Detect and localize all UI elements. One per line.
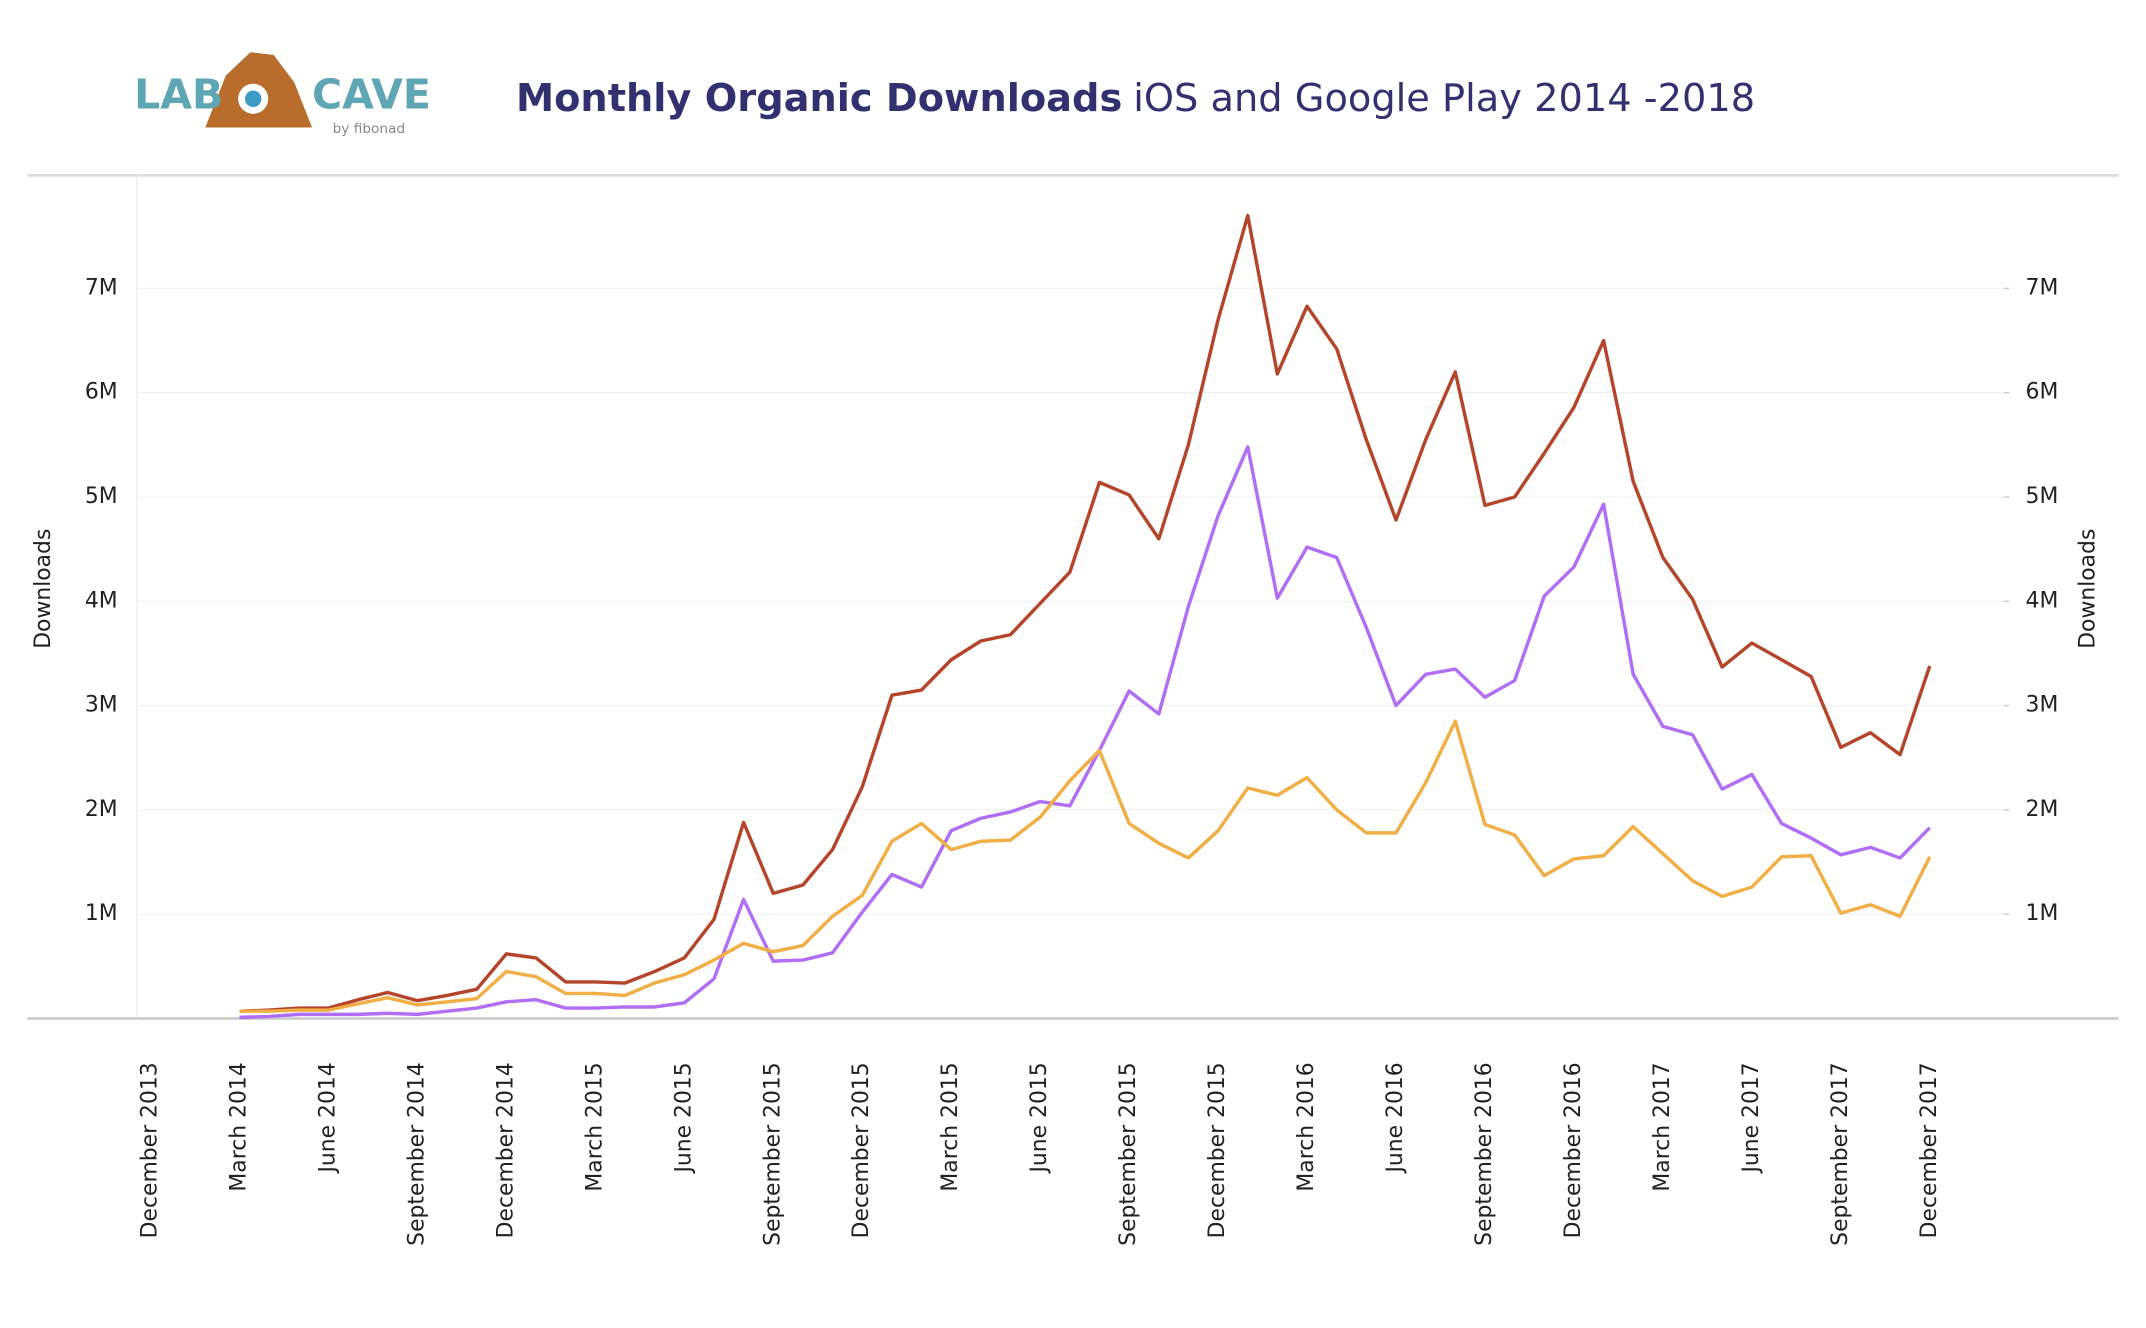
y2-tick-label: 4M bbox=[2026, 588, 2059, 613]
x-tick-label: December 2014 bbox=[493, 1062, 518, 1238]
x-tick-label: June 2015 bbox=[671, 1062, 696, 1174]
y2-axis-label: Downloads bbox=[2076, 529, 2101, 649]
x-tick-label: March 2014 bbox=[227, 1062, 252, 1191]
series-line bbox=[239, 719, 1932, 1013]
logo-pupil bbox=[244, 90, 262, 107]
x-tick-label: December 2015 bbox=[849, 1062, 874, 1238]
y-tick-label: 7M bbox=[85, 275, 118, 300]
y-tick-label: 4M bbox=[85, 588, 118, 613]
x-tick-label: June 2017 bbox=[1739, 1062, 1764, 1174]
y2-tick-label: 3M bbox=[2026, 693, 2059, 718]
y-tick-label: 5M bbox=[85, 484, 118, 509]
y2-tick-label: 7M bbox=[2026, 275, 2059, 300]
chart-title: Monthly Organic Downloads iOS and Google … bbox=[516, 76, 1755, 121]
logo-tagline: by fibonad bbox=[333, 121, 406, 137]
x-tick-label: September 2015 bbox=[760, 1062, 785, 1246]
y2-tick-label: 5M bbox=[2026, 484, 2059, 509]
x-tick-label: September 2014 bbox=[404, 1062, 429, 1246]
y-tick-label: 6M bbox=[85, 380, 118, 405]
x-tick-label: June 2016 bbox=[1383, 1062, 1408, 1174]
x-tick-label: December 2013 bbox=[138, 1062, 163, 1238]
logo-text: LAB bbox=[134, 70, 223, 118]
x-tick-label: September 2016 bbox=[1472, 1062, 1497, 1246]
x-tick-label: December 2015 bbox=[1205, 1062, 1230, 1238]
x-tick-label: December 2016 bbox=[1561, 1062, 1586, 1238]
y-tick-label: 1M bbox=[85, 901, 118, 926]
y-tick-label: 2M bbox=[85, 797, 118, 822]
y-axis-label: Downloads bbox=[31, 529, 56, 649]
x-tick-label: March 2017 bbox=[1650, 1062, 1675, 1191]
x-tick-label: March 2016 bbox=[1294, 1062, 1319, 1191]
x-tick-label: March 2015 bbox=[582, 1062, 607, 1191]
x-tick-label: June 2015 bbox=[1027, 1062, 1052, 1174]
x-tick-label: September 2017 bbox=[1828, 1062, 1853, 1246]
logo-text: CAVE bbox=[312, 70, 431, 118]
series-line bbox=[239, 213, 1932, 1013]
x-tick-label: June 2014 bbox=[315, 1062, 340, 1174]
y-tick-label: 3M bbox=[85, 693, 118, 718]
y2-tick-label: 2M bbox=[2026, 797, 2059, 822]
subtitle: iOS and Google Play 2014 -2018 bbox=[1133, 76, 1755, 121]
series-line bbox=[239, 445, 1931, 1020]
y2-tick-label: 6M bbox=[2026, 380, 2059, 405]
x-tick-label: September 2015 bbox=[1116, 1062, 1141, 1246]
title: Monthly Organic Downloads bbox=[516, 76, 1122, 121]
logo: LAB CAVE by fibonad bbox=[134, 52, 431, 137]
y2-tick-label: 1M bbox=[2026, 901, 2059, 926]
x-tick-label: March 2015 bbox=[938, 1062, 963, 1191]
x-tick-label: December 2017 bbox=[1917, 1062, 1942, 1238]
